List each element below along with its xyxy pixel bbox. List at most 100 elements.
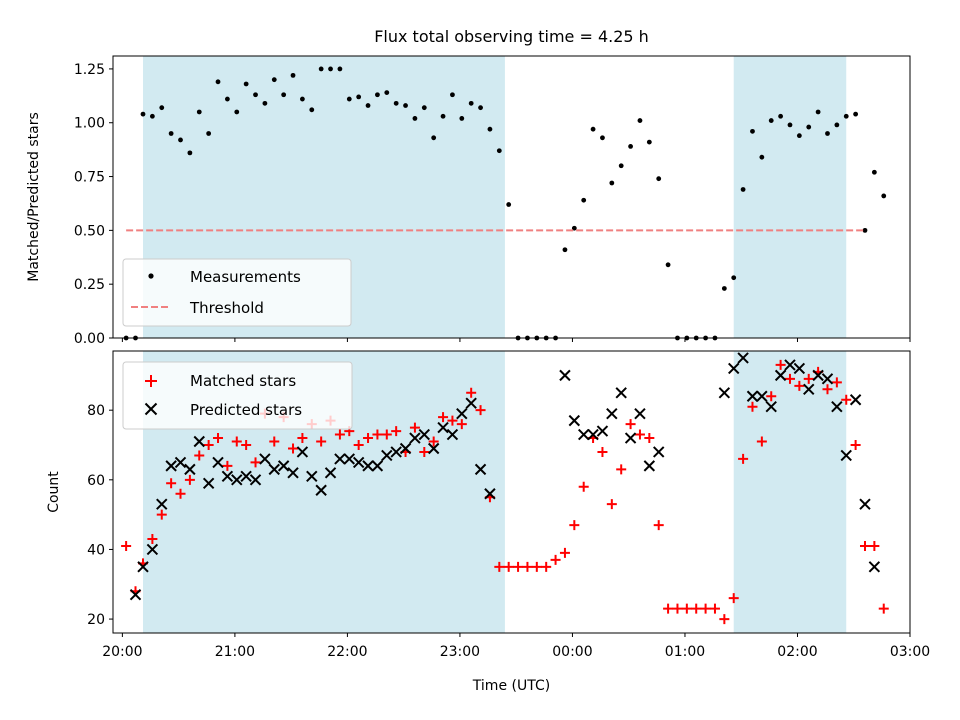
- matched-star-point: [831, 377, 842, 388]
- predicted-star-point: [287, 467, 299, 479]
- legend-threshold-label: Threshold: [189, 299, 264, 317]
- measurement-point: [384, 90, 390, 95]
- legend-matched-marker: [145, 375, 157, 387]
- measurement-point: [768, 118, 774, 123]
- measurement-point: [468, 100, 474, 106]
- x-tick-label: 22:00: [327, 644, 367, 660]
- measurement-point: [750, 128, 755, 134]
- matched-star-point: [541, 561, 552, 572]
- matched-star-point: [381, 429, 392, 440]
- predicted-star-point: [212, 456, 224, 469]
- predicted-star-point: [221, 470, 234, 483]
- measurement-point: [253, 92, 258, 98]
- measurement-point: [290, 72, 296, 78]
- predicted-star-point: [296, 446, 309, 458]
- matched-star-point: [794, 380, 805, 391]
- x-tick-label: 01:00: [665, 644, 705, 660]
- matched-star-point: [869, 540, 880, 551]
- legend-predicted-label: Predicted stars: [190, 401, 302, 419]
- matched-star-point: [625, 419, 636, 430]
- predicted-star-point: [231, 474, 243, 486]
- bottom-legend-box: [122, 361, 353, 430]
- matched-star-point: [841, 394, 852, 405]
- measurement-point: [140, 111, 146, 117]
- measurement-point: [243, 81, 249, 87]
- matched-star-point: [747, 401, 758, 412]
- matched-star-point: [334, 429, 345, 440]
- matched-star-point: [606, 499, 617, 510]
- x-tick-label: 20:00: [102, 644, 142, 660]
- predicted-star-point: [418, 428, 431, 441]
- predicted-star-point: [129, 588, 142, 601]
- predicted-star-point: [653, 446, 665, 458]
- predicted-star-point: [840, 449, 852, 462]
- top-x-ticks: [121, 338, 911, 342]
- matched-star-point: [409, 422, 420, 433]
- predicted-star-point: [409, 432, 421, 444]
- matched-star-point: [597, 446, 608, 457]
- measurement-point: [421, 105, 427, 111]
- matched-star-point: [578, 481, 589, 492]
- top-y-tick-label: 0.50: [74, 223, 105, 239]
- bottom-x-ticks: 20:00 21:00 22:00 23:00 00:00 01:00 02:00 03:00: [102, 633, 930, 660]
- matched-star-point: [644, 433, 655, 444]
- matched-star-point: [719, 614, 730, 625]
- measurement-point: [787, 122, 793, 128]
- matched-star-point: [203, 440, 214, 450]
- predicted-star-point: [240, 470, 252, 483]
- measurement-point: [646, 139, 652, 145]
- matched-star-point: [147, 534, 158, 544]
- measurement-point: [665, 262, 671, 268]
- x-axis-label: Time (UTC): [472, 678, 550, 694]
- top-legend: Measurements Threshold: [122, 258, 352, 327]
- matched-star-point: [775, 359, 786, 370]
- measurement-point: [187, 150, 193, 156]
- measurement-point: [759, 154, 765, 160]
- measurement-point: [843, 113, 849, 119]
- matched-star-point: [850, 440, 861, 450]
- matched-star-point: [456, 419, 467, 430]
- measurement-point: [825, 131, 830, 136]
- legend-measurements-label: Measurements: [190, 268, 301, 286]
- predicted-star-point: [324, 467, 337, 479]
- bottom-legend: Matched stars Predicted stars: [122, 361, 353, 430]
- predicted-star-point: [484, 488, 496, 500]
- predicted-star-point: [156, 498, 168, 510]
- matched-star-point: [475, 405, 486, 416]
- measurement-point: [168, 131, 174, 136]
- predicted-star-point: [362, 460, 374, 472]
- predicted-star-point: [596, 425, 609, 437]
- predicted-star-point: [868, 561, 881, 573]
- measurement-point: [628, 144, 633, 149]
- matched-star-point: [466, 387, 477, 398]
- matched-star-point: [822, 384, 833, 395]
- predicted-star-point: [184, 463, 196, 476]
- bottom-shaded-interval: [733, 351, 847, 633]
- bottom-y-ticks: 20 40 60 80: [87, 403, 113, 628]
- predicted-star-point: [343, 453, 355, 465]
- predicted-star-point: [277, 460, 290, 472]
- measurement-point: [881, 193, 887, 199]
- measurement-point: [459, 116, 465, 121]
- matched-star-point: [550, 554, 561, 565]
- matched-star-point: [269, 436, 280, 447]
- measurement-point: [618, 163, 624, 169]
- predicted-star-point: [803, 383, 815, 396]
- matched-star-point: [531, 561, 542, 572]
- measurement-point: [609, 180, 615, 186]
- measurement-point: [365, 103, 371, 108]
- measurement-point: [403, 103, 408, 108]
- predicted-star-point: [446, 428, 459, 441]
- predicted-star-point: [193, 435, 205, 448]
- predicted-star-point: [390, 446, 402, 458]
- predicted-star-point: [587, 428, 599, 441]
- matched-star-point: [428, 436, 439, 447]
- matched-star-point: [241, 440, 252, 450]
- matched-star-point: [878, 603, 889, 614]
- predicted-star-point: [202, 477, 215, 490]
- predicted-star-point: [849, 394, 862, 406]
- predicted-star-point: [315, 484, 327, 496]
- predicted-star-point: [465, 397, 477, 409]
- matched-star-point: [766, 391, 777, 402]
- matched-star-point: [391, 426, 402, 437]
